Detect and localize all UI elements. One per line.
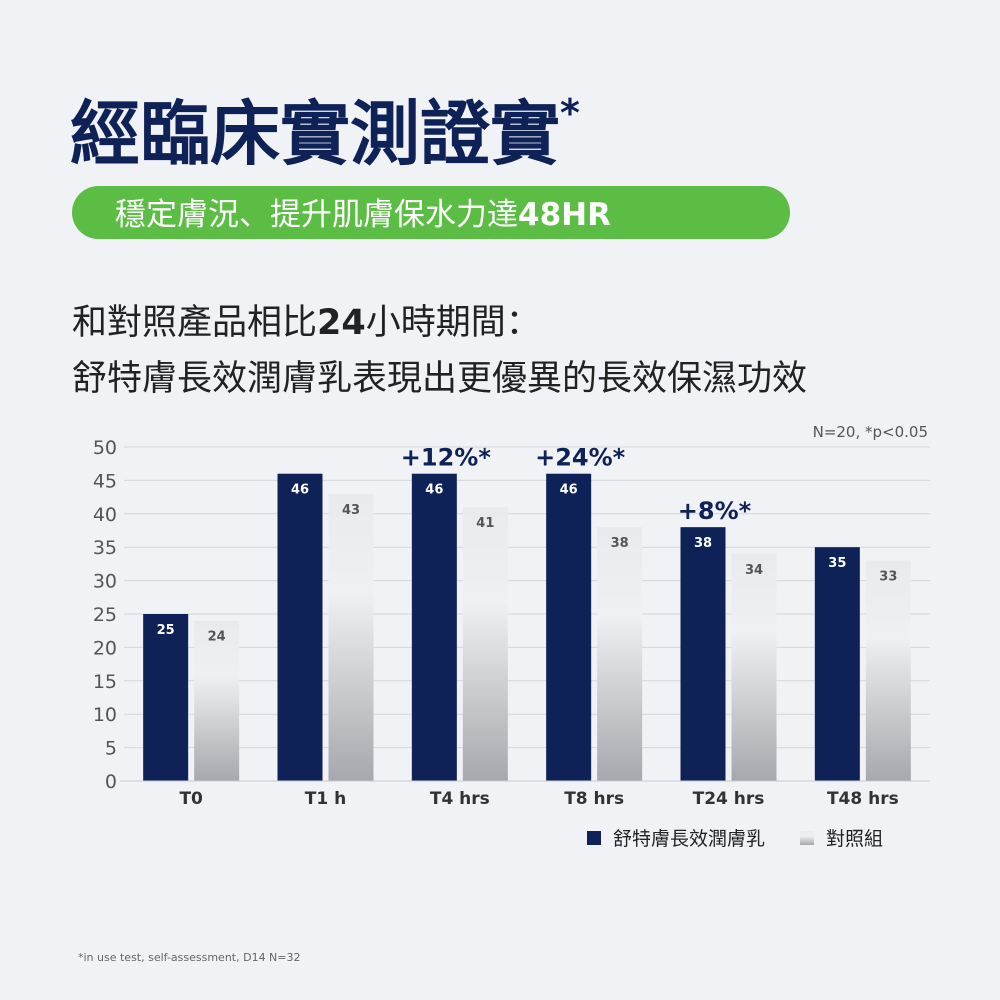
data-label: 24 [208, 630, 226, 645]
heading-text: 和對照產品相比 [72, 303, 317, 343]
banner-pill [72, 186, 790, 239]
annotation: +8%* [678, 497, 752, 525]
data-label: 38 [611, 536, 629, 551]
heading-line1: 和對照產品相比24小時期間： [72, 303, 541, 343]
bar [597, 527, 643, 781]
y-tick-label: 15 [93, 671, 117, 693]
y-tick-label: 20 [93, 637, 117, 659]
y-tick-label: 35 [93, 537, 117, 559]
note: N=20, *p<0.05 [813, 423, 928, 441]
bar [328, 493, 374, 781]
heading-line2: 舒特膚長效潤膚乳表現出更優異的長效保濕功效 [72, 359, 807, 399]
y-tick-label: 10 [93, 704, 117, 726]
x-tick-label: T1 h [305, 789, 346, 809]
legend-label: 舒特膚長效潤膚乳 [613, 828, 765, 850]
data-label: 46 [560, 483, 578, 498]
y-tick-label: 45 [93, 470, 117, 492]
bar [546, 473, 592, 781]
data-label: 46 [425, 483, 443, 498]
annotation: +24%* [535, 444, 626, 472]
bar [865, 560, 911, 781]
title-mark: * [560, 91, 580, 135]
title-text: 經臨床實測證實 [70, 93, 560, 175]
bar [731, 553, 777, 781]
data-label: 43 [342, 503, 360, 518]
data-label: 25 [157, 623, 175, 638]
data-label: 38 [694, 536, 712, 551]
banner-highlight: 48HR [518, 197, 611, 233]
bar [277, 473, 323, 781]
bar [462, 507, 508, 781]
bar [143, 614, 189, 781]
annotation: +12%* [401, 444, 492, 472]
data-label: 35 [828, 556, 846, 571]
data-label: 33 [879, 570, 897, 585]
legend-label: 對照組 [826, 828, 883, 850]
y-tick-label: 40 [93, 504, 117, 526]
y-tick-label: 25 [93, 604, 117, 626]
y-tick-label: 0 [105, 771, 117, 793]
data-label: 46 [291, 483, 309, 498]
x-tick-label: T4 hrs [430, 789, 490, 809]
heading-text: 小時期間： [366, 303, 541, 343]
footnote: *in use test, self-assessment, D14 N=32 [78, 951, 301, 964]
title: 經臨床實測證實* [70, 91, 580, 175]
data-label: 34 [745, 563, 763, 578]
y-tick-label: 50 [93, 437, 117, 459]
bar [814, 547, 860, 781]
banner-text: 穩定膚況、提升肌膚保水力達 [115, 197, 518, 233]
data-label: 41 [476, 516, 494, 531]
y-tick-label: 5 [105, 738, 117, 760]
bar [411, 473, 457, 781]
x-tick-label: T48 hrs [827, 789, 899, 809]
bar [194, 620, 240, 781]
plot: 0 5 10 15 20 25 30 35 40 45 50 T0 25 24 T1 h 46 43 T4 hrs… [93, 437, 930, 850]
x-tick-label: T24 hrs [693, 789, 765, 809]
legend-swatch [587, 831, 601, 845]
legend-swatch [800, 831, 814, 845]
x-tick-label: T0 [179, 789, 203, 809]
y-tick-label: 30 [93, 571, 117, 593]
banner: 穩定膚況、提升肌膚保水力達48HR [115, 197, 611, 233]
bar [680, 527, 726, 781]
heading-bold: 24 [317, 303, 366, 343]
x-tick-label: T8 hrs [564, 789, 624, 809]
